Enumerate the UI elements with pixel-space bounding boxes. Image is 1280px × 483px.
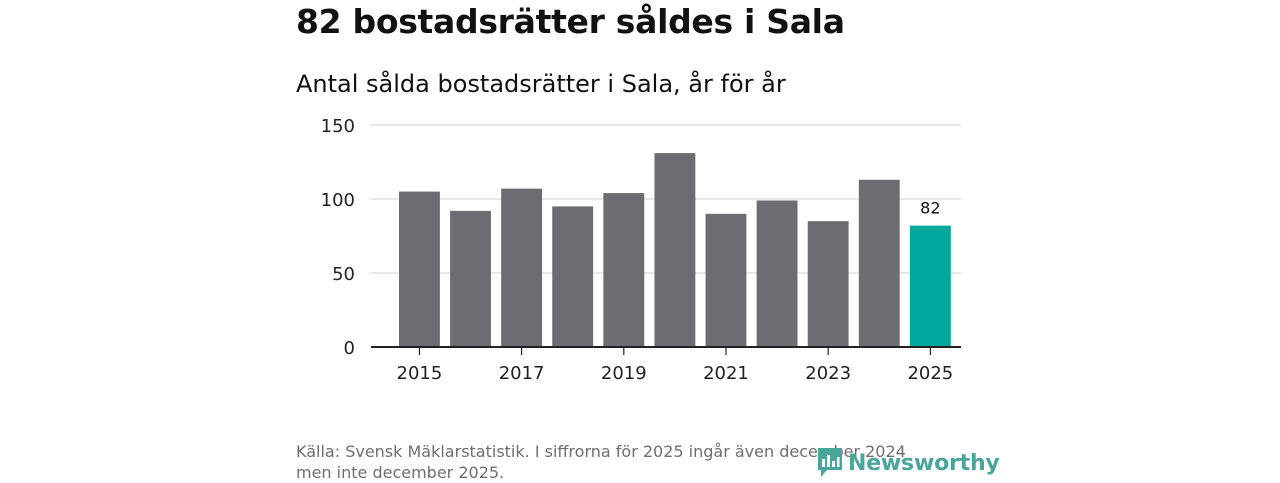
bar-2020 bbox=[654, 153, 696, 347]
x-tick-label-2015: 2015 bbox=[397, 363, 443, 384]
chart-title: Antal sålda bostadsrätter i Sala, år för… bbox=[296, 70, 786, 98]
bar-2019 bbox=[603, 193, 645, 347]
bar-2016 bbox=[450, 210, 491, 347]
x-tick-label-2025: 2025 bbox=[907, 363, 953, 384]
data-label-2025: 82 bbox=[920, 199, 940, 218]
y-tick-label-50: 50 bbox=[332, 264, 355, 285]
bar-2017 bbox=[501, 188, 543, 347]
bar-2018 bbox=[552, 206, 594, 347]
source-note: Källa: Svensk Mäklarstatistik. I siffror… bbox=[296, 442, 906, 482]
y-tick-label-0: 0 bbox=[344, 338, 355, 359]
bar-2015 bbox=[399, 191, 440, 347]
bar-2023 bbox=[807, 221, 849, 347]
x-tick-label-2023: 2023 bbox=[805, 363, 851, 384]
brand-logo: Newsworthy bbox=[816, 446, 1000, 480]
y-tick-label-100: 100 bbox=[321, 190, 355, 211]
bar-2024 bbox=[858, 179, 900, 347]
y-tick-label-150: 150 bbox=[321, 116, 355, 137]
chart-headline: 82 bostadsrätter såldes i Sala bbox=[296, 2, 845, 41]
brand-name: Newsworthy bbox=[848, 450, 1000, 476]
x-tick-label-2017: 2017 bbox=[499, 363, 545, 384]
bar-2025 bbox=[909, 225, 951, 347]
bar-2022 bbox=[756, 200, 798, 347]
x-tick-label-2021: 2021 bbox=[703, 363, 749, 384]
bar-2021 bbox=[705, 213, 747, 347]
newsworthy-logo-icon bbox=[818, 448, 842, 477]
x-tick-label-2019: 2019 bbox=[601, 363, 647, 384]
